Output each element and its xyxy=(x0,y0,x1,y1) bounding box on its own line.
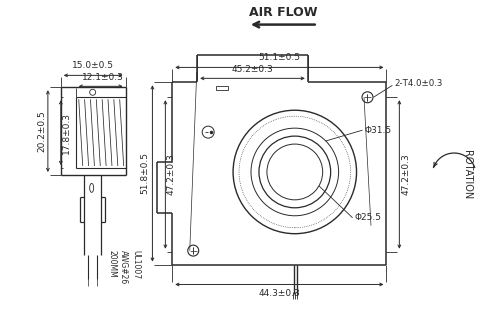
Text: 17.8±0.3: 17.8±0.3 xyxy=(62,112,71,154)
Text: 47.2±0.3: 47.2±0.3 xyxy=(401,153,410,195)
Text: 45.2±0.3: 45.2±0.3 xyxy=(232,65,273,74)
Text: UL1007
AWG#26
200MM: UL1007 AWG#26 200MM xyxy=(108,250,140,285)
Text: 44.3±0.3: 44.3±0.3 xyxy=(258,289,300,298)
Text: ROTATION: ROTATION xyxy=(462,150,472,200)
Bar xyxy=(216,86,228,90)
Text: 15.0±0.5: 15.0±0.5 xyxy=(72,61,114,70)
Text: Φ25.5: Φ25.5 xyxy=(355,213,382,222)
Text: 51.1±0.5: 51.1±0.5 xyxy=(258,53,300,62)
Text: 2-Τ4.0±0.3: 2-Τ4.0±0.3 xyxy=(394,79,443,88)
Text: 20.2±0.5: 20.2±0.5 xyxy=(37,110,46,152)
Text: 51.8±0.5: 51.8±0.5 xyxy=(140,152,149,194)
Text: AIR FLOW: AIR FLOW xyxy=(249,6,317,19)
Text: 12.1±0.3: 12.1±0.3 xyxy=(82,73,124,82)
Text: Φ31.5: Φ31.5 xyxy=(364,126,392,135)
Text: 47.2±0.3: 47.2±0.3 xyxy=(166,153,175,195)
